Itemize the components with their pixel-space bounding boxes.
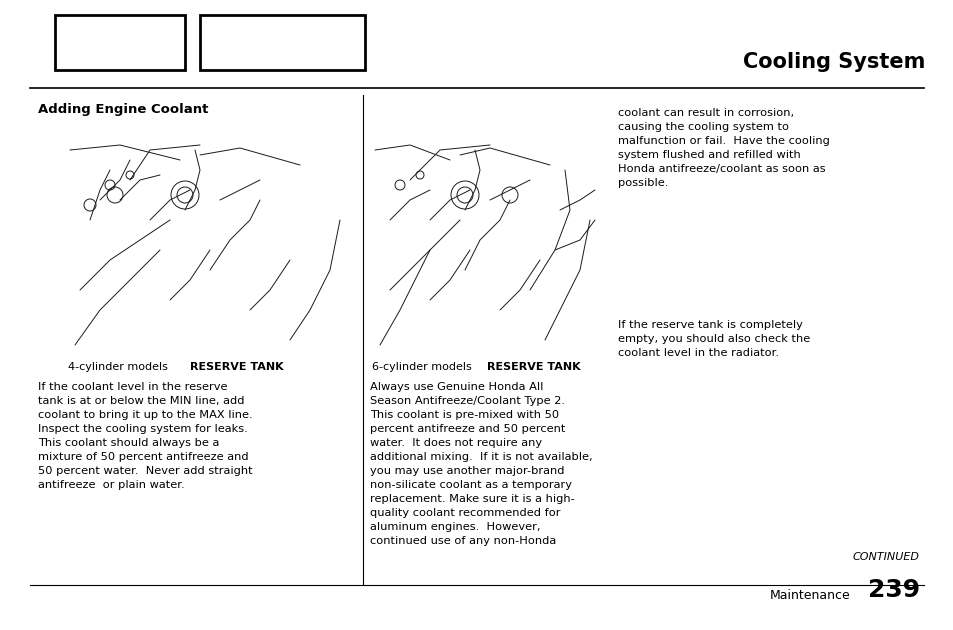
Text: Cooling System: Cooling System bbox=[741, 52, 924, 72]
Text: Maintenance: Maintenance bbox=[769, 589, 850, 602]
Text: coolant can result in corrosion,
causing the cooling system to
malfunction or fa: coolant can result in corrosion, causing… bbox=[618, 108, 829, 188]
Text: If the coolant level in the reserve
tank is at or below the MIN line, add
coolan: If the coolant level in the reserve tank… bbox=[38, 382, 253, 490]
Bar bbox=[370, 140, 599, 350]
Text: RESERVE TANK: RESERVE TANK bbox=[190, 362, 283, 372]
Text: If the reserve tank is completely
empty, you should also check the
coolant level: If the reserve tank is completely empty,… bbox=[618, 320, 809, 358]
Text: CONTINUED: CONTINUED bbox=[852, 552, 919, 562]
Text: 239: 239 bbox=[867, 578, 919, 602]
Bar bbox=[55, 15, 185, 70]
Text: 4-cylinder models: 4-cylinder models bbox=[68, 362, 168, 372]
Text: RESERVE TANK: RESERVE TANK bbox=[486, 362, 580, 372]
Bar bbox=[200, 15, 365, 70]
Bar bbox=[65, 140, 343, 350]
Text: Always use Genuine Honda All
Season Antifreeze/Coolant Type 2.
This coolant is p: Always use Genuine Honda All Season Anti… bbox=[370, 382, 592, 546]
Text: 6-cylinder models: 6-cylinder models bbox=[372, 362, 471, 372]
Text: Adding Engine Coolant: Adding Engine Coolant bbox=[38, 103, 208, 116]
